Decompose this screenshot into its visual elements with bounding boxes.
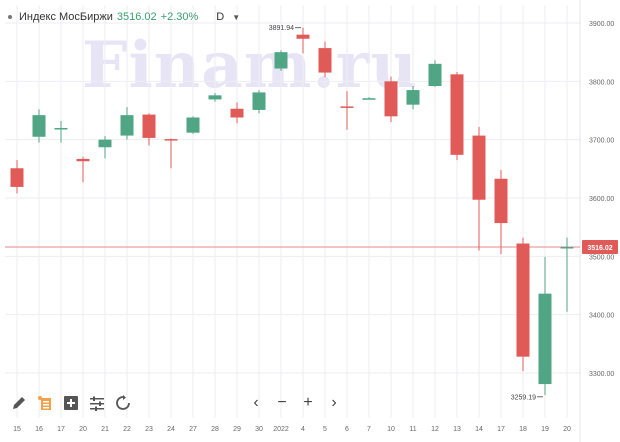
x-tick-label: 20 bbox=[563, 426, 571, 433]
x-tick-label: 5 bbox=[323, 426, 327, 433]
x-tick-label: 12 bbox=[431, 426, 439, 433]
x-tick-label: 4 bbox=[301, 426, 305, 433]
candle-body bbox=[538, 293, 552, 385]
drawing-toolbar bbox=[10, 394, 132, 412]
y-tick-label: 3900.00 bbox=[589, 21, 614, 28]
y-tick-label: 3600.00 bbox=[589, 196, 614, 203]
candle-body bbox=[76, 158, 90, 162]
scroll-left-button[interactable]: ‹ bbox=[253, 394, 259, 411]
y-tick-label: 3500.00 bbox=[589, 254, 614, 261]
candle-body bbox=[340, 106, 354, 108]
candle-body bbox=[450, 74, 464, 155]
pencil-icon[interactable] bbox=[10, 394, 28, 412]
add-chart-icon[interactable] bbox=[62, 394, 80, 412]
y-tick-label: 3700.00 bbox=[589, 138, 614, 145]
x-tick-label: 11 bbox=[409, 426, 416, 433]
x-tick-label: 29 bbox=[233, 426, 241, 433]
x-tick-label: 20 bbox=[79, 426, 87, 433]
candle-body bbox=[362, 98, 376, 100]
candle-body bbox=[516, 243, 530, 357]
timeframe-select[interactable]: D bbox=[216, 11, 225, 23]
candle-body bbox=[318, 48, 332, 73]
x-tick-label: 21 bbox=[101, 426, 109, 433]
candle-body bbox=[230, 108, 244, 118]
x-tick-label: 23 bbox=[145, 426, 153, 433]
x-tick-label: 14 bbox=[475, 426, 483, 433]
y-tick-label: 3800.00 bbox=[589, 79, 614, 86]
dot-icon bbox=[8, 15, 12, 19]
price-annotation: 3891.94 bbox=[269, 25, 294, 32]
candle-body bbox=[472, 135, 486, 200]
x-tick-label: 24 bbox=[167, 426, 175, 433]
x-tick-label: 27 bbox=[189, 426, 197, 433]
candle-body bbox=[208, 95, 222, 100]
instrument-name[interactable]: Индекс МосБиржи bbox=[19, 11, 113, 23]
candle-body bbox=[428, 63, 442, 86]
x-tick-label: 17 bbox=[497, 426, 505, 433]
candle-body bbox=[10, 168, 24, 187]
chevron-down-icon[interactable]: ▼ bbox=[232, 12, 241, 22]
price-annotation: 3259.19 bbox=[511, 394, 536, 401]
candle-body bbox=[142, 114, 156, 138]
price-change: +2.30% bbox=[160, 11, 199, 23]
candle-body bbox=[32, 115, 46, 137]
y-tick-label: 3400.00 bbox=[589, 313, 614, 320]
reset-icon[interactable] bbox=[114, 394, 132, 412]
x-tick-label: 6 bbox=[345, 426, 349, 433]
candle-body bbox=[252, 92, 266, 110]
x-tick-label: 18 bbox=[519, 426, 527, 433]
settings-sliders-icon[interactable] bbox=[88, 394, 106, 412]
candle-body bbox=[406, 90, 420, 105]
x-tick-label: 7 bbox=[367, 426, 371, 433]
x-tick-label: 22 bbox=[123, 426, 131, 433]
candle-body bbox=[164, 139, 178, 141]
zoom-in-button[interactable]: + bbox=[303, 394, 313, 411]
candle-body bbox=[54, 128, 68, 130]
candle-body bbox=[120, 115, 134, 136]
current-price-label: 3516.02 bbox=[587, 245, 612, 252]
chart-header: Индекс МосБиржи 3516.02 +2.30% D ▼ bbox=[8, 11, 240, 23]
x-tick-label: 19 bbox=[541, 426, 549, 433]
x-tick-label: 13 bbox=[453, 426, 461, 433]
scroll-right-button[interactable]: › bbox=[331, 394, 337, 411]
x-tick-label: 17 bbox=[57, 426, 65, 433]
candle-body bbox=[560, 247, 574, 249]
candle-body bbox=[494, 178, 508, 224]
y-tick-label: 3300.00 bbox=[589, 371, 614, 378]
candle-body bbox=[98, 139, 112, 148]
indicators-icon[interactable] bbox=[36, 394, 54, 412]
navigation-controls: ‹ − + › bbox=[248, 394, 342, 412]
candle-body bbox=[296, 34, 310, 39]
x-tick-label: 2022 bbox=[273, 426, 289, 433]
candle-body bbox=[186, 117, 200, 133]
x-tick-label: 28 bbox=[211, 426, 219, 433]
watermark: Finam.ru bbox=[82, 28, 418, 103]
last-price: 3516.02 bbox=[116, 11, 157, 23]
zoom-out-button[interactable]: − bbox=[277, 394, 287, 411]
x-tick-label: 30 bbox=[255, 426, 263, 433]
candle-body bbox=[384, 81, 398, 117]
x-tick-label: 16 bbox=[35, 426, 43, 433]
x-tick-label: 15 bbox=[13, 426, 21, 433]
x-tick-label: 10 bbox=[387, 426, 395, 433]
candle-body bbox=[274, 52, 288, 69]
current-price-tag bbox=[582, 239, 618, 254]
